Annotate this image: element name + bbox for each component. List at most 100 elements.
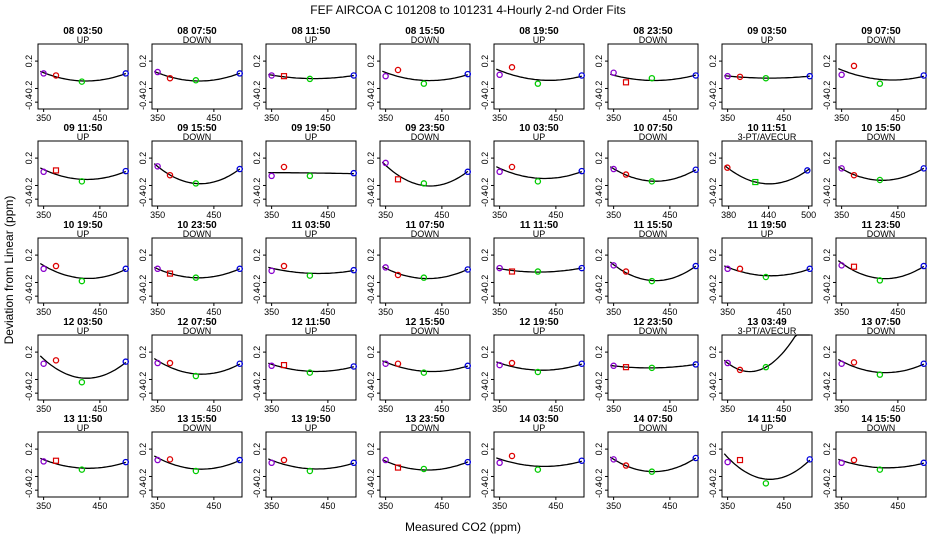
x-tick-label: 450 [662,501,677,511]
data-point [122,358,130,365]
x-tick-label: 450 [776,307,791,317]
data-point [622,364,630,371]
panel-title: 12 11:50 [292,317,331,328]
data-point [40,265,47,273]
panel-frame [493,43,585,110]
data-point [610,69,617,76]
y-tick-label: -0.2 [252,81,262,97]
panel-subtitle: DOWN [411,229,440,239]
panel-title: 11 19:50 [748,220,787,231]
fit-curve [723,334,810,373]
x-tick-label: 450 [92,501,107,511]
data-point [40,360,47,367]
y-tick-label: -0.4 [594,482,604,498]
y-tick-label: 0.2 [708,152,718,165]
data-point [610,456,617,463]
fit-curve [40,70,127,82]
y-tick-label: -0.2 [252,275,262,291]
y-tick-label: 0.2 [252,443,262,456]
data-point [876,277,884,284]
data-point [752,178,759,186]
data-point [876,176,884,184]
y-tick-label: 0.2 [252,249,262,262]
y-tick-label: -0.4 [138,482,148,498]
panel-title: 10 03:50 [519,123,559,134]
panel-subtitle: DOWN [183,423,212,433]
y-tick-label: -0.2 [24,469,34,485]
x-tick-label: 350 [150,501,165,511]
x-tick-label: 450 [92,113,107,123]
panel-subtitle: DOWN [639,326,668,336]
panel-title: 13 07:50 [861,317,901,328]
y-tick-label: -0.4 [24,191,34,207]
data-point [496,168,503,176]
y-tick-label: -0.2 [822,469,832,485]
data-point [724,458,731,466]
y-tick-label: -0.4 [708,191,718,207]
data-point [724,359,731,367]
panel-subtitle: UP [305,326,318,336]
panel-title: 10 07:50 [633,123,673,134]
fit-curve [496,166,583,180]
y-tick-label: -0.2 [138,469,148,485]
x-tick-label: 450 [548,501,563,511]
data-point [762,74,770,82]
x-tick-label: 450 [92,210,107,220]
panel-subtitle: DOWN [183,229,212,239]
y-tick-label: -0.2 [480,275,490,291]
data-point [762,273,770,281]
data-point [122,265,130,273]
panel-subtitle: DOWN [411,35,440,45]
x-tick-label: 350 [378,404,393,414]
y-tick-label: 0.2 [708,249,718,262]
panel-frame [265,334,357,401]
y-tick-label: -0.2 [366,469,376,485]
data-point [192,467,200,475]
y-tick-label: -0.4 [594,385,604,401]
panel-title: 14 03:50 [519,414,559,425]
data-point [236,360,243,367]
x-tick-label: 440 [761,210,776,220]
panel-title: 09 15:50 [177,123,217,134]
panel-title: 10 23:50 [177,220,217,231]
data-point [52,167,60,174]
y-tick-label: 0.2 [252,152,262,165]
x-tick-label: 350 [36,113,51,123]
panel-subtitle: DOWN [639,132,668,142]
y-tick-label: -0.2 [138,178,148,194]
data-point [350,363,357,370]
panel-subtitle: DOWN [411,132,440,142]
data-point [420,369,428,376]
y-tick-label: 0.2 [822,249,832,262]
y-tick-label: 0.2 [252,55,262,68]
y-tick-label: -0.4 [594,94,604,110]
fit-curve [610,363,696,369]
panel-subtitle: UP [305,132,318,142]
data-point [382,456,389,464]
x-tick-label: 350 [834,210,849,220]
data-point [236,265,243,273]
x-tick-label: 450 [662,404,677,414]
y-tick-label: -0.2 [366,372,376,388]
x-tick-label: 350 [720,113,735,123]
x-tick-label: 350 [606,501,621,511]
panel-subtitle: 3-PT/AVECUR [738,132,797,142]
panel-frame [265,237,357,304]
data-point [724,72,731,80]
fit-curve [496,457,582,468]
y-tick-label: -0.2 [138,275,148,291]
y-tick-label: -0.4 [252,385,262,401]
panel-subtitle: DOWN [867,326,896,336]
data-point [496,264,503,272]
data-point [622,462,630,469]
panel-subtitle: DOWN [411,326,440,336]
x-tick-label: 450 [434,501,449,511]
data-point [306,369,314,376]
panel-title: 12 19:50 [519,317,559,328]
